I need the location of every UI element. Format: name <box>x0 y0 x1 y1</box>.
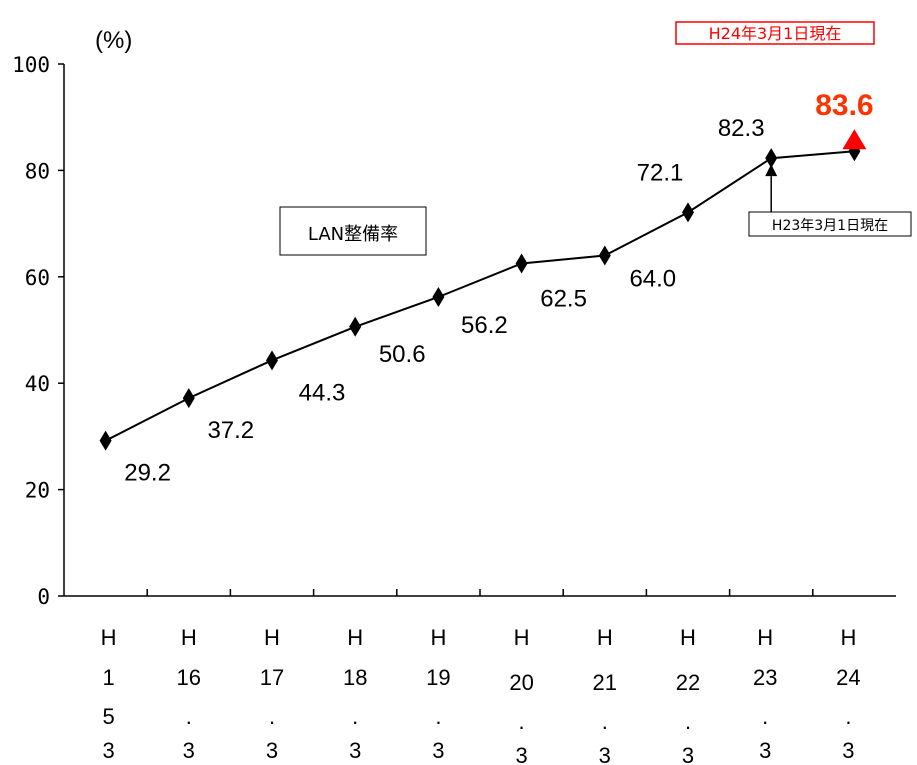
x-category-label-part: . <box>602 709 608 734</box>
x-category-label-part: 3 <box>515 743 527 765</box>
data-point-marker <box>182 388 195 409</box>
x-category-label-part: 3 <box>842 738 854 763</box>
data-label: 29.2 <box>124 460 171 487</box>
x-category-label-part: H <box>181 625 197 650</box>
y-tick-label: 0 <box>37 585 50 609</box>
data-point-marker <box>765 148 778 169</box>
x-category-label-part: 3 <box>759 738 771 763</box>
x-category-label-part: 16 <box>177 665 201 690</box>
data-label: 72.1 <box>637 159 684 186</box>
data-label: 64.0 <box>629 266 676 293</box>
data-point-marker <box>515 253 528 274</box>
y-tick-label: 80 <box>25 159 50 183</box>
x-category-label-part: H <box>680 625 696 650</box>
x-axis-category-labels: H153H16.3H17.3H18.3H19.3H20.3H21.3H22.3H… <box>101 625 861 765</box>
data-point-marker <box>266 350 278 371</box>
data-point-marker <box>598 245 611 266</box>
x-category-label: H 23. 3 <box>753 625 777 763</box>
data-label: 62.5 <box>540 286 587 313</box>
data-point-marker <box>682 202 694 223</box>
series-name-box <box>279 206 427 256</box>
x-category-label-part: H <box>840 625 856 650</box>
x-category-label-part: 24 <box>836 665 860 690</box>
series-markers <box>99 129 867 451</box>
latest-value-label: 83.6 <box>815 89 873 122</box>
x-category-label-part: 3 <box>183 738 195 763</box>
as-of-date-stamp-box <box>675 21 875 45</box>
x-category-label-part: 21 <box>593 670 617 695</box>
x-category-label-part: 23 <box>753 665 777 690</box>
x-category-label: H 21. 3 <box>593 625 617 765</box>
y-tick-label: 60 <box>25 266 50 290</box>
series-line <box>105 150 855 442</box>
x-category-label-part: . <box>352 704 358 729</box>
x-category-label-part: 20 <box>509 670 533 695</box>
x-category-label-part: . <box>519 709 525 734</box>
data-label: 82.3 <box>718 115 765 142</box>
data-label: 44.3 <box>299 379 346 406</box>
x-category-label: H 16. 3 <box>177 625 201 763</box>
x-category-label: H 22. 3 <box>676 625 700 765</box>
data-point-marker <box>99 430 112 451</box>
x-category-label-part: . <box>269 704 275 729</box>
x-category-label: H 19. 3 <box>426 625 450 763</box>
x-category-label: H 20. 3 <box>509 625 533 765</box>
y-tick-label: 100 <box>12 53 50 77</box>
x-category-label-part: 3 <box>102 738 114 763</box>
data-label: 50.6 <box>379 341 426 368</box>
y-tick-label: 40 <box>25 372 50 396</box>
annotation-arrow-head <box>765 164 778 177</box>
x-category-label-part: 3 <box>266 738 278 763</box>
data-labels: 29.2 37.2 44.3 50.6 56.2 62.5 64.0 72.1 82.3 83.6 <box>124 89 873 486</box>
x-category-label-part: H <box>347 625 363 650</box>
x-category-label-part: 3 <box>682 743 694 765</box>
annotation-text: H23年3月1日現在 <box>772 218 888 234</box>
x-category-label-part: 3 <box>349 738 361 763</box>
x-category-label-part: H <box>757 625 773 650</box>
annotation-box <box>748 211 912 237</box>
x-category-label: H 24. 3 <box>836 625 860 763</box>
x-category-label-part: . <box>762 704 768 729</box>
x-category-label: H 17. 3 <box>260 625 284 763</box>
y-axis-unit-label: (%) <box>95 27 132 54</box>
x-category-label-part: 17 <box>260 665 284 690</box>
data-label: 56.2 <box>461 312 508 339</box>
x-category-label-part: H <box>430 625 446 650</box>
y-tick-label: 20 <box>25 479 50 503</box>
as-of-date-stamp: H24年3月1日現在 <box>709 24 842 43</box>
x-category-label-part: . <box>186 704 192 729</box>
y-axis-ticks: 0 20 40 60 80 100 <box>12 53 64 609</box>
x-category-label-part: 3 <box>432 738 444 763</box>
data-point-marker <box>349 316 362 337</box>
series-name-label: LAN整備率 <box>308 224 398 245</box>
x-category-label-part: H <box>514 625 530 650</box>
data-point-marker <box>432 287 445 308</box>
x-category-label-part: 22 <box>676 670 700 695</box>
data-label: 37.2 <box>207 417 254 444</box>
x-category-label-part: 1 <box>102 665 114 690</box>
x-category-label-part: H <box>264 625 280 650</box>
x-category-label-part: 5 <box>102 704 114 729</box>
x-category-label-part: . <box>845 704 851 729</box>
x-axis-ticks <box>146 589 814 596</box>
x-category-label-part: . <box>685 709 691 734</box>
x-category-label-part: H <box>597 625 613 650</box>
x-category-label-part: 18 <box>343 665 367 690</box>
x-category-label-part: . <box>435 704 441 729</box>
x-category-label-part: 3 <box>599 743 611 765</box>
x-category-label: H 1 5 3 <box>101 625 117 763</box>
x-category-label-part: H <box>101 625 117 650</box>
x-category-label-part: 19 <box>426 665 450 690</box>
highlight-marker <box>842 129 867 150</box>
x-category-label: H 18. 3 <box>343 625 367 763</box>
